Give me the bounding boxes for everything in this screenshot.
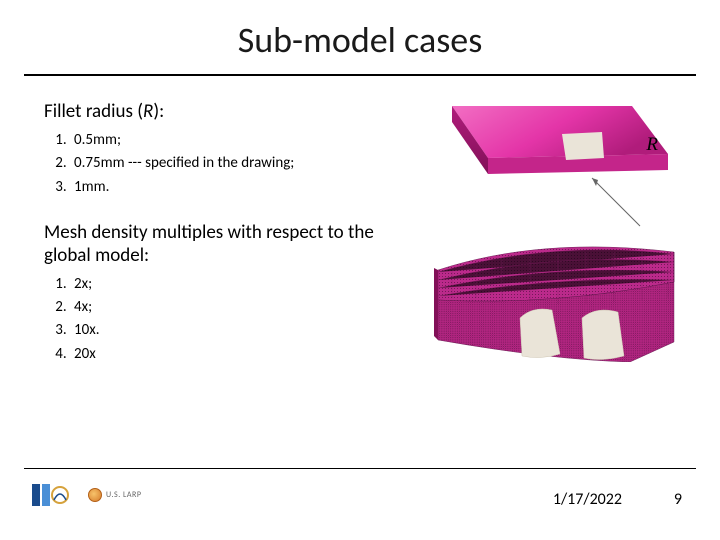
footer-page-number: 9 xyxy=(674,490,682,509)
us-larp-logo: U.S. LARP xyxy=(88,488,141,502)
footer-date: 1/17/2022 xyxy=(553,490,622,509)
footer-logos: U.S. LARP xyxy=(30,482,141,508)
larp-text: U.S. LARP xyxy=(106,490,141,500)
figure-submodel xyxy=(432,100,680,362)
mesh-heading: Mesh density multiples with respect to t… xyxy=(44,221,424,267)
fillet-heading-suffix: ): xyxy=(153,100,164,123)
figure-r-label: R xyxy=(646,134,658,156)
divider-bottom xyxy=(24,468,696,469)
hilumi-logo-icon xyxy=(30,482,70,508)
slide-title: Sub-model cases xyxy=(0,18,720,62)
fillet-heading-var: R xyxy=(143,100,153,123)
larp-badge-icon xyxy=(88,488,102,502)
divider-top xyxy=(24,74,696,76)
fillet-heading-prefix: Fillet radius ( xyxy=(44,100,143,123)
